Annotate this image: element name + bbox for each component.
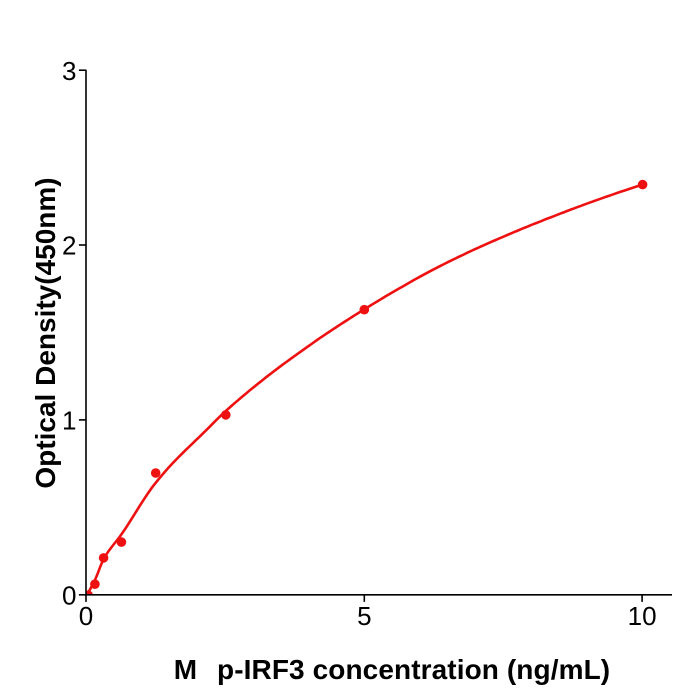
svg-text:5: 5: [357, 601, 371, 631]
svg-text:1: 1: [62, 406, 76, 436]
svg-text:Optical Density(450nm): Optical Density(450nm): [30, 177, 61, 488]
svg-text:10: 10: [628, 601, 657, 631]
svg-text:0: 0: [62, 581, 76, 611]
svg-text:3: 3: [62, 56, 76, 86]
svg-text:2: 2: [62, 231, 76, 261]
svg-text:0: 0: [79, 601, 93, 631]
svg-text:M p-IRF3 concentration (ng/mL: M p-IRF3 concentration (ng/mL): [174, 654, 610, 685]
